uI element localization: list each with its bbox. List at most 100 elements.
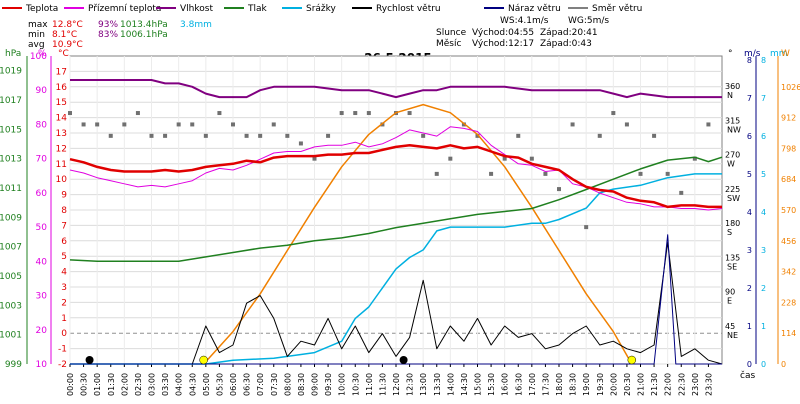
tick-label-time: 08:30 <box>297 373 306 396</box>
tick-label-time: 01:00 <box>93 373 102 396</box>
tick-label-direction-deg: 315 <box>725 116 740 125</box>
tick-label-time: 13:00 <box>419 373 428 396</box>
tick-label-celsius: 10 <box>56 175 68 185</box>
stat-max-label: max <box>28 20 48 30</box>
moon-rise: Východ:12:17 <box>472 39 534 49</box>
legend-label: Náraz větru <box>508 4 561 14</box>
tick-label-time: 16:00 <box>501 373 510 396</box>
tick-label-time: 05:00 <box>202 373 211 396</box>
tick-label-celsius: 7 <box>61 221 67 231</box>
tick-label-time: 04:00 <box>175 373 184 396</box>
tick-label-wind: 5 <box>747 170 752 179</box>
wind-direction-point <box>339 111 344 116</box>
series-line-n-raz-v-tru <box>70 234 722 365</box>
tick-label-percent: 70 <box>36 155 48 165</box>
tick-label-rain: 7 <box>761 94 766 103</box>
wind-direction-point <box>597 133 602 138</box>
tick-label-celsius: 9 <box>61 191 67 201</box>
tick-label-direction-deg: 225 <box>725 185 740 194</box>
wind-direction-point <box>285 133 290 138</box>
tick-label-celsius: 13 <box>56 129 67 139</box>
wind-direction-point <box>149 133 154 138</box>
wind-direction-point <box>190 122 195 127</box>
stat-max-rain: 3.8mm <box>180 20 212 30</box>
moon-set: Západ:0:43 <box>540 39 592 49</box>
legend: Teplota Přízemní teplota Vlhkost Tlak Srážky… <box>2 4 642 14</box>
tick-label-percent: 90 <box>36 86 48 96</box>
tick-label-time: 04:30 <box>188 373 197 396</box>
axis-hpa-label: hPa <box>5 49 21 59</box>
tick-label-celsius: 3 <box>61 283 67 293</box>
tick-label-celsius: 17 <box>56 67 67 77</box>
tick-label-time: 13:30 <box>433 373 442 396</box>
tick-label-hpa: 1007 <box>0 243 22 253</box>
tick-label-celsius: -1 <box>58 345 67 355</box>
sun-rise: Východ:04:55 <box>472 28 534 38</box>
wind-direction-point <box>108 133 113 138</box>
tick-label-rain: 3 <box>761 246 766 255</box>
wind-direction-point <box>122 122 127 127</box>
tick-label-celsius: 5 <box>61 252 67 262</box>
tick-label-rain: 4 <box>761 208 766 217</box>
tick-label-direction-name: SE <box>727 262 737 271</box>
tick-label-time: 23:30 <box>704 373 713 396</box>
tick-label-celsius: 15 <box>56 98 67 108</box>
tick-label-wind: 1 <box>747 322 752 331</box>
tick-label-solar: 570 <box>781 206 796 215</box>
legend-label: Vlhkost <box>180 4 213 14</box>
tick-label-solar: 798 <box>781 144 796 153</box>
wind-direction-point <box>271 122 276 127</box>
tick-label-time: 10:00 <box>338 373 347 396</box>
wind-direction-point <box>584 225 589 230</box>
tick-label-percent: 80 <box>36 120 48 130</box>
wind-direction-point <box>244 133 249 138</box>
stat-max-temp: 12.8°C <box>52 20 83 30</box>
wind-direction-point <box>475 133 480 138</box>
tick-label-rain: 5 <box>761 170 766 179</box>
moon-marker <box>85 356 94 364</box>
legend-label: Směr větru <box>592 4 642 14</box>
tick-label-solar: 456 <box>781 237 796 246</box>
series-line-vlhkost <box>70 79 722 99</box>
wind-direction-point <box>312 156 317 161</box>
axis-solar-label: W <box>781 49 790 59</box>
wind-direction-point <box>298 141 303 146</box>
tick-label-time: 22:00 <box>664 373 673 396</box>
tick-label-direction-deg: 90 <box>725 288 735 297</box>
wind-direction-point <box>543 171 548 176</box>
tick-label-time: 09:00 <box>311 373 320 396</box>
stat-min-hum: 83% <box>98 30 118 40</box>
wind-direction-point <box>624 122 629 127</box>
tick-label-celsius: 2 <box>61 298 67 308</box>
wind-direction-point <box>258 133 263 138</box>
stats-block: max 12.8°C 93% 1013.4hPa 3.8mm min 8.1°C… <box>28 16 609 50</box>
tick-label-time: 06:30 <box>243 373 252 396</box>
x-axis-label: čas <box>740 370 755 381</box>
tick-label-time: 19:00 <box>582 373 591 396</box>
tick-label-time: 20:00 <box>609 373 618 396</box>
wind-direction-point <box>95 122 100 127</box>
tick-label-time: 15:00 <box>474 373 483 396</box>
tick-label-wind: 3 <box>747 246 752 255</box>
tick-label-solar: 912 <box>781 114 796 123</box>
tick-label-solar: 228 <box>781 298 796 307</box>
tick-label-time: 10:30 <box>351 373 360 396</box>
tick-label-time: 20:30 <box>623 373 632 396</box>
axis-rain-label: mm <box>770 49 788 59</box>
tick-label-hpa: 1019 <box>0 67 22 77</box>
tick-label-percent: 20 <box>36 326 48 336</box>
axis-direction-label: ° <box>728 49 733 59</box>
tick-label-celsius: 1 <box>61 314 67 324</box>
sun-set: Západ:20:41 <box>540 28 598 38</box>
tick-label-direction-name: NE <box>727 331 738 340</box>
wind-direction-point <box>217 111 222 116</box>
tick-label-direction-name: W <box>727 160 735 169</box>
tick-label-celsius: 8 <box>61 206 67 216</box>
tick-label-direction-name: N <box>727 91 733 100</box>
tick-label-hpa: 1013 <box>0 155 22 165</box>
tick-label-celsius: 0 <box>61 329 67 339</box>
stat-max-hum: 93% <box>98 20 118 30</box>
tick-label-rain: 2 <box>761 284 766 293</box>
wind-direction-point <box>326 133 331 138</box>
tick-label-wind: 0 <box>747 360 752 369</box>
